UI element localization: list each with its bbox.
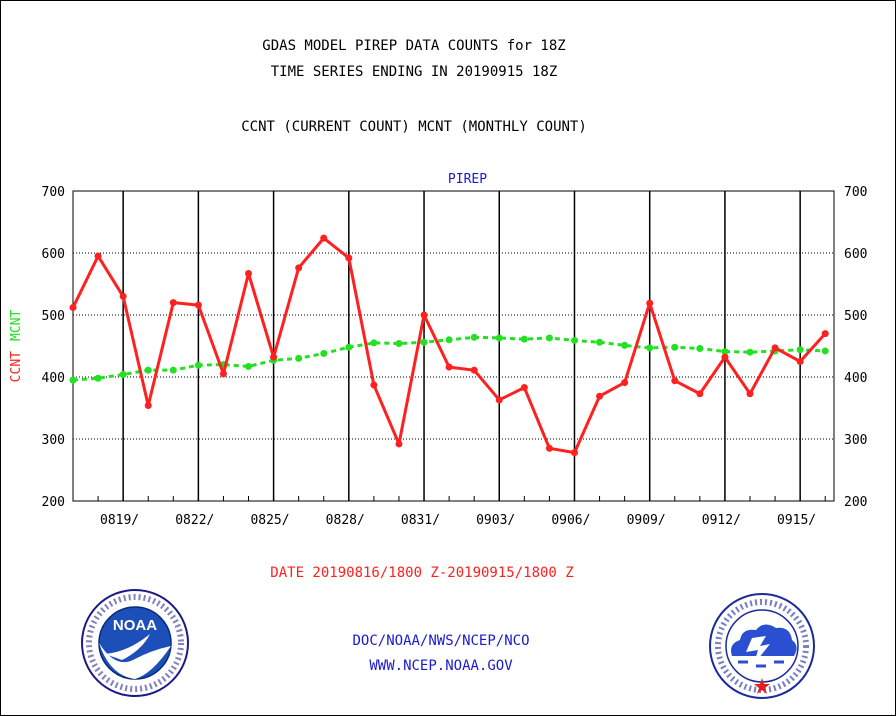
x-tick-label: 0909/ [627, 513, 666, 528]
data-point-mcnt [545, 334, 553, 342]
data-point-mcnt [69, 376, 77, 384]
data-point-ccnt [721, 353, 729, 361]
data-point-ccnt [295, 264, 303, 272]
data-point-ccnt [596, 392, 604, 400]
data-point-mcnt [671, 343, 679, 351]
data-point-mcnt [596, 338, 604, 346]
data-point-mcnt [144, 366, 152, 374]
y-tick-label-right: 600 [844, 247, 867, 262]
data-point-mcnt [395, 340, 403, 348]
data-point-ccnt [445, 363, 453, 371]
y-tick-label-left: 400 [42, 371, 65, 386]
data-point-mcnt [320, 349, 328, 357]
y-tick-label-right: 400 [844, 371, 867, 386]
data-point-ccnt [746, 390, 754, 398]
data-point-ccnt [771, 344, 779, 352]
data-point-mcnt [570, 336, 578, 344]
data-point-ccnt [495, 396, 503, 404]
y-tick-label-left: 700 [42, 185, 65, 200]
data-point-mcnt [520, 335, 528, 343]
data-point-ccnt [520, 384, 528, 392]
x-tick-label: 0831/ [401, 513, 440, 528]
data-point-mcnt [495, 334, 503, 342]
data-point-mcnt [119, 371, 127, 379]
y-axis-label-mcnt: MCNT [9, 310, 24, 341]
y-tick-label-left: 600 [42, 247, 65, 262]
data-point-ccnt [94, 252, 102, 260]
data-point-ccnt [320, 234, 328, 242]
data-point-mcnt [245, 362, 253, 370]
y-tick-label-right: 200 [844, 495, 867, 510]
x-tick-label: 0819/ [100, 513, 139, 528]
data-point-ccnt [646, 299, 654, 307]
chart-subtitle: CCNT (CURRENT COUNT) MCNT (MONTHLY COUNT… [241, 119, 587, 135]
y-tick-label-left: 300 [42, 433, 65, 448]
data-point-mcnt [94, 374, 102, 382]
y-tick-label-right: 500 [844, 309, 867, 324]
data-point-ccnt [796, 358, 804, 365]
noaa-logo-icon: NOAA [81, 589, 189, 697]
x-tick-label: 0822/ [175, 513, 214, 528]
data-point-mcnt [420, 338, 428, 346]
data-point-mcnt [696, 344, 704, 352]
data-point-mcnt [821, 347, 829, 355]
x-tick-label: 0903/ [476, 513, 515, 528]
chart-title-line1: GDAS MODEL PIREP DATA COUNTS for 18Z [262, 38, 566, 54]
data-point-ccnt [671, 377, 679, 385]
data-point-mcnt [370, 339, 378, 347]
data-point-mcnt [445, 336, 453, 344]
data-point-mcnt [721, 348, 729, 356]
y-tick-label-left: 500 [42, 309, 65, 324]
data-point-mcnt [345, 343, 353, 351]
y-tick-label-right: 300 [844, 433, 867, 448]
data-point-ccnt [621, 379, 629, 387]
data-point-ccnt [219, 370, 227, 378]
data-point-ccnt [370, 381, 378, 389]
data-point-ccnt [194, 301, 202, 309]
panel-title: PIREP [448, 172, 487, 187]
data-point-mcnt [746, 348, 754, 356]
data-point-ccnt [821, 330, 829, 338]
nws-logo-icon [709, 593, 815, 699]
data-point-ccnt [570, 449, 578, 457]
plot-area [72, 190, 835, 502]
data-point-mcnt [796, 346, 804, 354]
y-axis-label-ccnt: CCNT [9, 351, 24, 382]
y-tick-label-right: 700 [844, 185, 867, 200]
data-point-mcnt [646, 344, 654, 352]
y-axis-label: CCNT MCNT [9, 310, 24, 383]
y-tick-label-left: 200 [42, 495, 65, 510]
data-point-mcnt [194, 361, 202, 369]
noaa-logo-label: NOAA [113, 617, 157, 634]
data-point-mcnt [295, 354, 303, 362]
data-point-mcnt [169, 366, 177, 374]
data-point-ccnt [119, 292, 127, 300]
data-point-ccnt [345, 254, 353, 262]
x-tick-label: 0912/ [702, 513, 741, 528]
data-point-ccnt [144, 402, 152, 410]
data-point-mcnt [470, 333, 478, 341]
data-point-mcnt [621, 341, 629, 349]
date-range: DATE 20190816/1800 Z-20190915/1800 Z [270, 565, 574, 581]
data-point-ccnt [470, 366, 478, 374]
data-point-ccnt [270, 353, 278, 361]
footer-org: DOC/NOAA/NWS/NCEP/NCO [352, 633, 530, 649]
data-point-ccnt [696, 390, 704, 398]
x-tick-label: 0906/ [551, 513, 590, 528]
chart-title-line2: TIME SERIES ENDING IN 20190915 18Z [270, 64, 558, 80]
data-point-ccnt [69, 304, 77, 312]
x-tick-label: 0915/ [777, 513, 816, 528]
x-tick-label: 0828/ [326, 513, 365, 528]
x-tick-label: 0825/ [250, 513, 289, 528]
data-point-ccnt [169, 299, 177, 307]
data-point-ccnt [545, 444, 553, 452]
footer-url[interactable]: WWW.NCEP.NOAA.GOV [369, 658, 513, 674]
data-point-ccnt [395, 440, 403, 448]
data-point-ccnt [420, 311, 428, 319]
data-point-ccnt [245, 269, 253, 277]
